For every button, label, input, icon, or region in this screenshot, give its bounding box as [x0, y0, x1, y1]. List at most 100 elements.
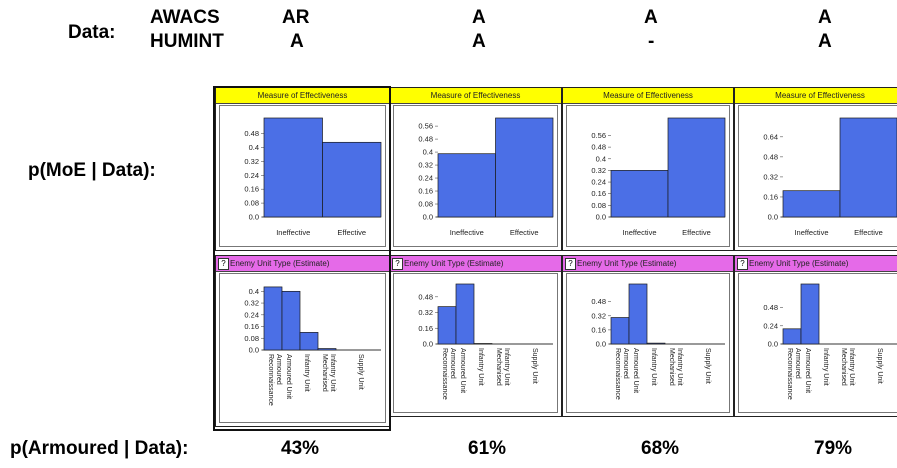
x-tick-label: Effective [854, 228, 883, 237]
y-tick-label: 0.0 [423, 213, 433, 222]
y-tick-label: 0.24 [244, 310, 259, 319]
y-tick-label: 0.08 [591, 201, 606, 210]
bar [800, 283, 820, 345]
moe-panel-title: Measure of Effectiveness [563, 88, 733, 104]
x-tick-label: Ineffective [276, 228, 310, 237]
x-tick-label: Reconnaissance [786, 348, 793, 400]
y-tick-label: 0.32 [591, 166, 606, 175]
unit-panel-4: Enemy Unit Type (Estimate) ? 0.0 0.24 0.48… [734, 255, 897, 417]
y-tick-label: 0.32 [418, 161, 433, 170]
question-icon[interactable]: ? [737, 258, 748, 270]
chart-frame [738, 105, 897, 247]
y-tick-label: 0.32 [418, 308, 433, 317]
x-tick-label: Ineffective [794, 228, 828, 237]
x-tick-label: Infantry Unit [503, 348, 510, 386]
unit-panel-2: Enemy Unit Type (Estimate) ? 0.0 0.16 0.32… [389, 255, 562, 417]
y-tick-label: 0.56 [418, 122, 433, 131]
question-icon[interactable]: ? [565, 258, 576, 270]
x-tick-label: Infantry Unit [477, 348, 484, 386]
moe-chart-2: 0.0 0.08 0.16 0.24 0.32 0.4 0.48 0.56 Ineffectiv… [418, 117, 554, 237]
x-tick-label: Armoured [449, 348, 456, 379]
moe-row-label: p(MoE | Data): [28, 160, 156, 181]
bar [495, 117, 554, 218]
humint-value-2: A [472, 31, 486, 52]
humint-value-4: A [818, 31, 832, 52]
humint-value-1: A [290, 31, 304, 52]
x-tick-label: Supply Unit [876, 348, 883, 384]
bar [437, 153, 496, 218]
chart-frame [219, 105, 386, 247]
unit-panel-title: Enemy Unit Type (Estimate) [390, 256, 561, 272]
bar [667, 117, 726, 218]
y-tick-label: 0.16 [244, 185, 259, 194]
y-tick-label: 0.32 [244, 157, 259, 166]
armoured-percentage-1: 43% [281, 438, 320, 459]
y-tick-label: 0.16 [591, 189, 606, 198]
y-tick-label: 0.48 [591, 297, 606, 306]
source-name-humint: HUMINT [150, 31, 224, 52]
bar [263, 286, 283, 351]
y-tick-label: 0.0 [768, 340, 778, 349]
bar [437, 306, 457, 345]
chart-frame [393, 273, 558, 413]
x-tick-label: Armoured Unit [285, 354, 292, 399]
bar [299, 332, 319, 351]
y-tick-label: 0.48 [763, 303, 778, 312]
y-tick-label: 0.16 [244, 322, 259, 331]
y-tick-label: 0.32 [591, 311, 606, 320]
y-tick-label: 0.24 [591, 178, 606, 187]
x-tick-label: Armoured [622, 348, 629, 379]
armoured-percentage-4: 79% [814, 438, 853, 459]
unit-panel-title: Enemy Unit Type (Estimate) [563, 256, 733, 272]
x-tick-label: Armoured [275, 354, 282, 385]
x-tick-label: Effective [510, 228, 539, 237]
y-tick-label: 0.16 [418, 324, 433, 333]
x-tick-label: Infantry Unit [303, 354, 310, 392]
y-tick-label: 0.48 [418, 292, 433, 301]
x-tick-label: Infantry Unit [822, 348, 829, 386]
unit-chart-2: 0.0 0.16 0.32 0.48 Reconnaissance Armoured Arm… [418, 283, 553, 400]
chart-frame [566, 273, 730, 413]
bar [317, 348, 337, 351]
unit-panel-title: Enemy Unit Type (Estimate) [216, 256, 389, 272]
y-tick-label: 0.48 [763, 152, 778, 161]
y-tick-label: 0.16 [418, 187, 433, 196]
y-tick-label: 0.24 [244, 171, 259, 180]
bar [455, 283, 475, 345]
y-tick-label: 0.24 [763, 321, 778, 330]
x-tick-label: Supply Unit [704, 348, 711, 384]
x-tick-label: Effective [682, 228, 711, 237]
y-tick-label: 0.08 [244, 334, 259, 343]
moe-panel-2: Measure of Effectiveness 0.0 0.08 0.16 0.24… [389, 87, 562, 251]
x-tick-label: Infantry Unit [676, 348, 683, 386]
awacs-value-3: A [644, 7, 658, 28]
awacs-value-1: AR [282, 7, 310, 28]
y-tick-label: 0.0 [768, 213, 778, 222]
y-tick-label: 0.0 [423, 340, 433, 349]
armoured-percentage-3: 68% [641, 438, 680, 459]
y-tick-label: 0.24 [418, 174, 433, 183]
y-tick-label: 0.0 [596, 213, 606, 222]
chart-frame [219, 273, 386, 423]
bar [322, 141, 382, 218]
y-tick-label: 0.08 [418, 200, 433, 209]
y-tick-label: 0.0 [249, 346, 259, 355]
x-tick-label: Effective [337, 228, 366, 237]
source-name-awacs: AWACS [150, 7, 220, 28]
y-tick-label: 0.4 [249, 143, 259, 152]
moe-panel-title: Measure of Effectiveness [216, 88, 389, 104]
question-icon[interactable]: ? [392, 258, 403, 270]
x-tick-label: Mechanised [840, 348, 847, 386]
armoured-row-label: p(Armoured | Data): [10, 438, 189, 459]
x-tick-label: Armoured Unit [804, 348, 811, 393]
bar [839, 117, 897, 218]
y-tick-label: 0.48 [591, 143, 606, 152]
x-tick-label: Supply Unit [357, 354, 364, 390]
x-tick-label: Armoured Unit [459, 348, 466, 393]
unit-chart-4: 0.0 0.24 0.48 Reconnaissance Armoured Armoure… [763, 283, 897, 400]
question-icon[interactable]: ? [218, 258, 229, 270]
x-tick-label: Ineffective [622, 228, 656, 237]
moe-panel-title: Measure of Effectiveness [390, 88, 561, 104]
moe-chart-1: 0.0 0.08 0.16 0.24 0.32 0.4 0.48 Ineffective Eff… [244, 117, 382, 237]
data-label: Data: [68, 22, 116, 43]
